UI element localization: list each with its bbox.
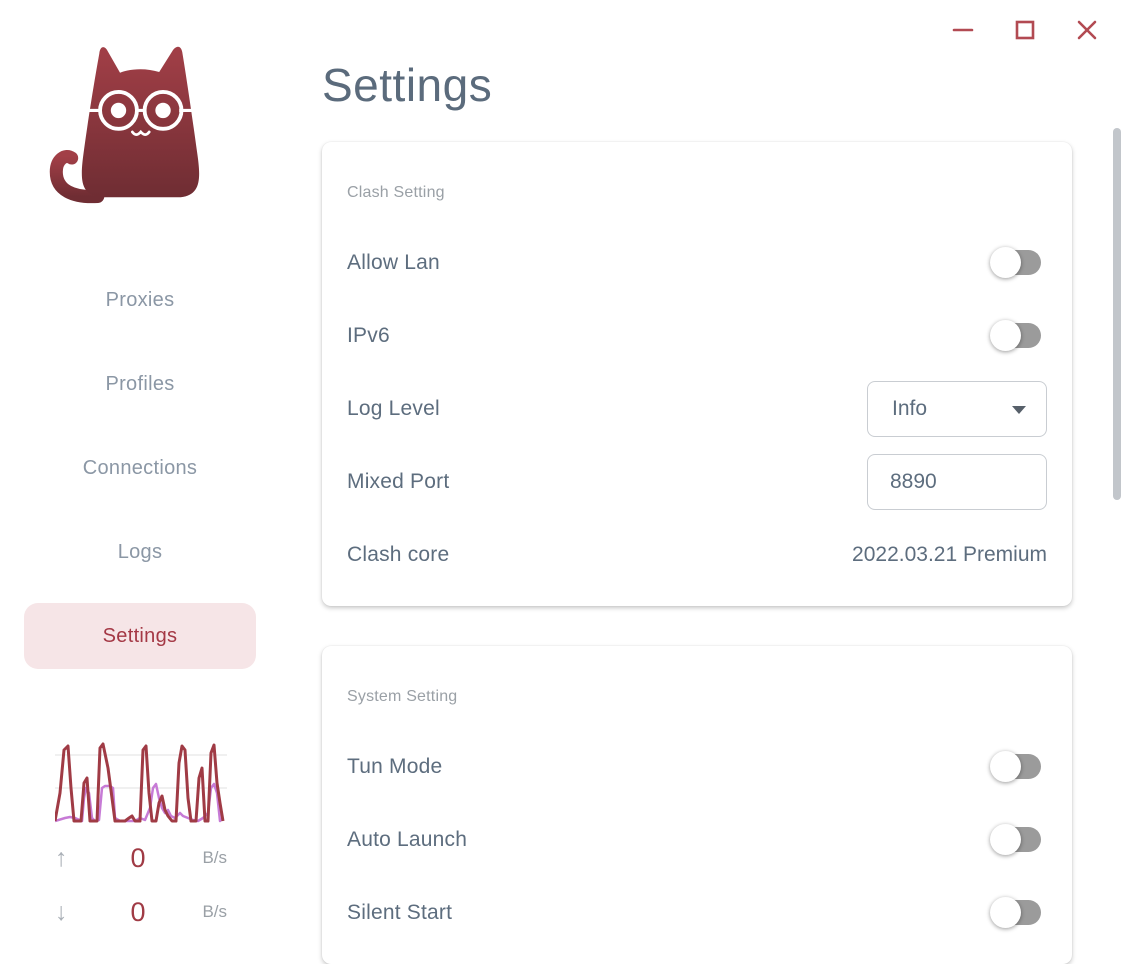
main-content: Settings Clash Setting Allow Lan IPv6 Lo… [322, 0, 1072, 964]
allow-lan-toggle[interactable] [990, 247, 1041, 278]
clash-cat-logo [49, 46, 200, 204]
minimize-icon [952, 28, 974, 32]
ipv6-row: IPv6 [347, 299, 1047, 372]
window-controls [950, 17, 1100, 43]
toggle-knob [990, 247, 1021, 278]
auto-launch-label: Auto Launch [347, 827, 468, 851]
auto-launch-row: Auto Launch [347, 803, 1047, 876]
toggle-knob [990, 824, 1021, 855]
download-speed-row: ↓ 0 B/s [55, 892, 227, 932]
clash-core-row: Clash core 2022.03.21 Premium [347, 518, 1047, 591]
clash-setting-card: Clash Setting Allow Lan IPv6 Log Level I… [322, 142, 1072, 606]
mixed-port-input[interactable] [867, 453, 1047, 510]
toggle-knob [990, 751, 1021, 782]
tun-mode-label: Tun Mode [347, 754, 443, 778]
toggle-knob [990, 897, 1021, 928]
upload-arrow-icon: ↑ [55, 843, 68, 872]
log-level-label: Log Level [347, 396, 440, 420]
sidebar-item-profiles[interactable]: Profiles [105, 372, 175, 395]
silent-start-toggle[interactable] [990, 897, 1041, 928]
download-arrow-icon: ↓ [55, 897, 68, 926]
section-label: Clash Setting [347, 184, 445, 201]
sidebar: Proxies Profiles Connections Logs Settin… [0, 0, 280, 937]
ipv6-label: IPv6 [347, 323, 390, 347]
sidebar-nav: Proxies Profiles Connections Logs Settin… [24, 267, 256, 669]
traffic-chart [55, 742, 227, 823]
page-title: Settings [322, 59, 493, 111]
close-button[interactable] [1074, 17, 1100, 43]
tun-mode-row: Tun Mode [347, 730, 1047, 803]
chevron-down-icon [1012, 405, 1026, 414]
section-label: System Setting [347, 688, 458, 705]
ipv6-toggle[interactable] [990, 320, 1041, 351]
silent-start-row: Silent Start [347, 876, 1047, 949]
upload-speed-value: 0 [130, 842, 146, 873]
allow-lan-label: Allow Lan [347, 250, 440, 274]
mixed-port-row: Mixed Port [347, 445, 1047, 518]
auto-launch-toggle[interactable] [990, 824, 1041, 855]
download-series-line [55, 742, 225, 823]
mixed-port-label: Mixed Port [347, 469, 450, 493]
traffic-panel: ↑ 0 B/s ↓ 0 B/s [55, 738, 227, 932]
silent-start-label: Silent Start [347, 900, 453, 924]
scrollbar-thumb[interactable] [1113, 128, 1121, 500]
download-speed-unit: B/s [202, 902, 227, 921]
allow-lan-row: Allow Lan [347, 226, 1047, 299]
system-setting-card: System Setting Tun Mode Auto Launch Sile… [322, 646, 1072, 964]
toggle-knob [990, 320, 1021, 351]
download-speed-value: 0 [130, 896, 146, 927]
maximize-button[interactable] [1012, 17, 1038, 43]
upload-speed-row: ↑ 0 B/s [55, 838, 227, 878]
clash-core-label: Clash core [347, 542, 450, 566]
sidebar-item-settings[interactable]: Settings [24, 603, 256, 669]
clash-core-version: 2022.03.21 Premium [852, 542, 1047, 566]
sidebar-item-connections[interactable]: Connections [82, 456, 198, 479]
minimize-button[interactable] [950, 17, 976, 43]
tun-mode-toggle[interactable] [990, 751, 1041, 782]
sidebar-item-logs[interactable]: Logs [117, 540, 163, 563]
maximize-icon [1015, 20, 1035, 40]
close-icon [1077, 20, 1097, 40]
log-level-select[interactable]: Info [867, 380, 1047, 437]
upload-speed-unit: B/s [202, 848, 227, 867]
sidebar-item-proxies[interactable]: Proxies [105, 288, 175, 311]
log-level-row: Log Level Info [347, 372, 1047, 445]
log-level-value: Info [892, 396, 928, 420]
